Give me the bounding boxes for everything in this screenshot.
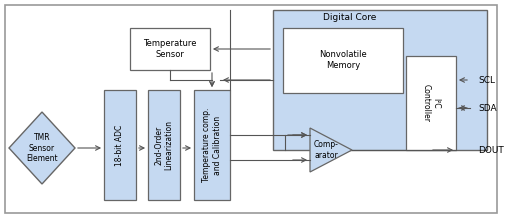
Text: Digital Core: Digital Core [323, 14, 377, 22]
Bar [273, 10, 487, 150]
Bar [194, 90, 230, 200]
Polygon shape [310, 128, 352, 172]
Text: 18-bit ADC: 18-bit ADC [115, 124, 125, 166]
Text: DOUT: DOUT [478, 145, 504, 155]
Text: TMR
Sensor
Element: TMR Sensor Element [26, 133, 58, 163]
Text: I²C
Controller: I²C Controller [421, 84, 441, 122]
Text: Nonvolatile
Memory: Nonvolatile Memory [319, 50, 367, 70]
Text: Temperature
Sensor: Temperature Sensor [143, 39, 197, 59]
Text: SCL: SCL [478, 75, 495, 85]
Text: Temperature comp.
and Calibration: Temperature comp. and Calibration [203, 108, 222, 182]
Bar [148, 90, 180, 200]
Text: Comp-
arator: Comp- arator [314, 140, 338, 160]
Bar [104, 90, 136, 200]
Polygon shape [9, 112, 75, 184]
Bar [283, 28, 403, 93]
Bar [130, 28, 210, 70]
Text: 2nd-Order
Linearization: 2nd-Order Linearization [155, 120, 174, 170]
Bar [406, 56, 456, 150]
Text: SDA: SDA [478, 104, 496, 112]
